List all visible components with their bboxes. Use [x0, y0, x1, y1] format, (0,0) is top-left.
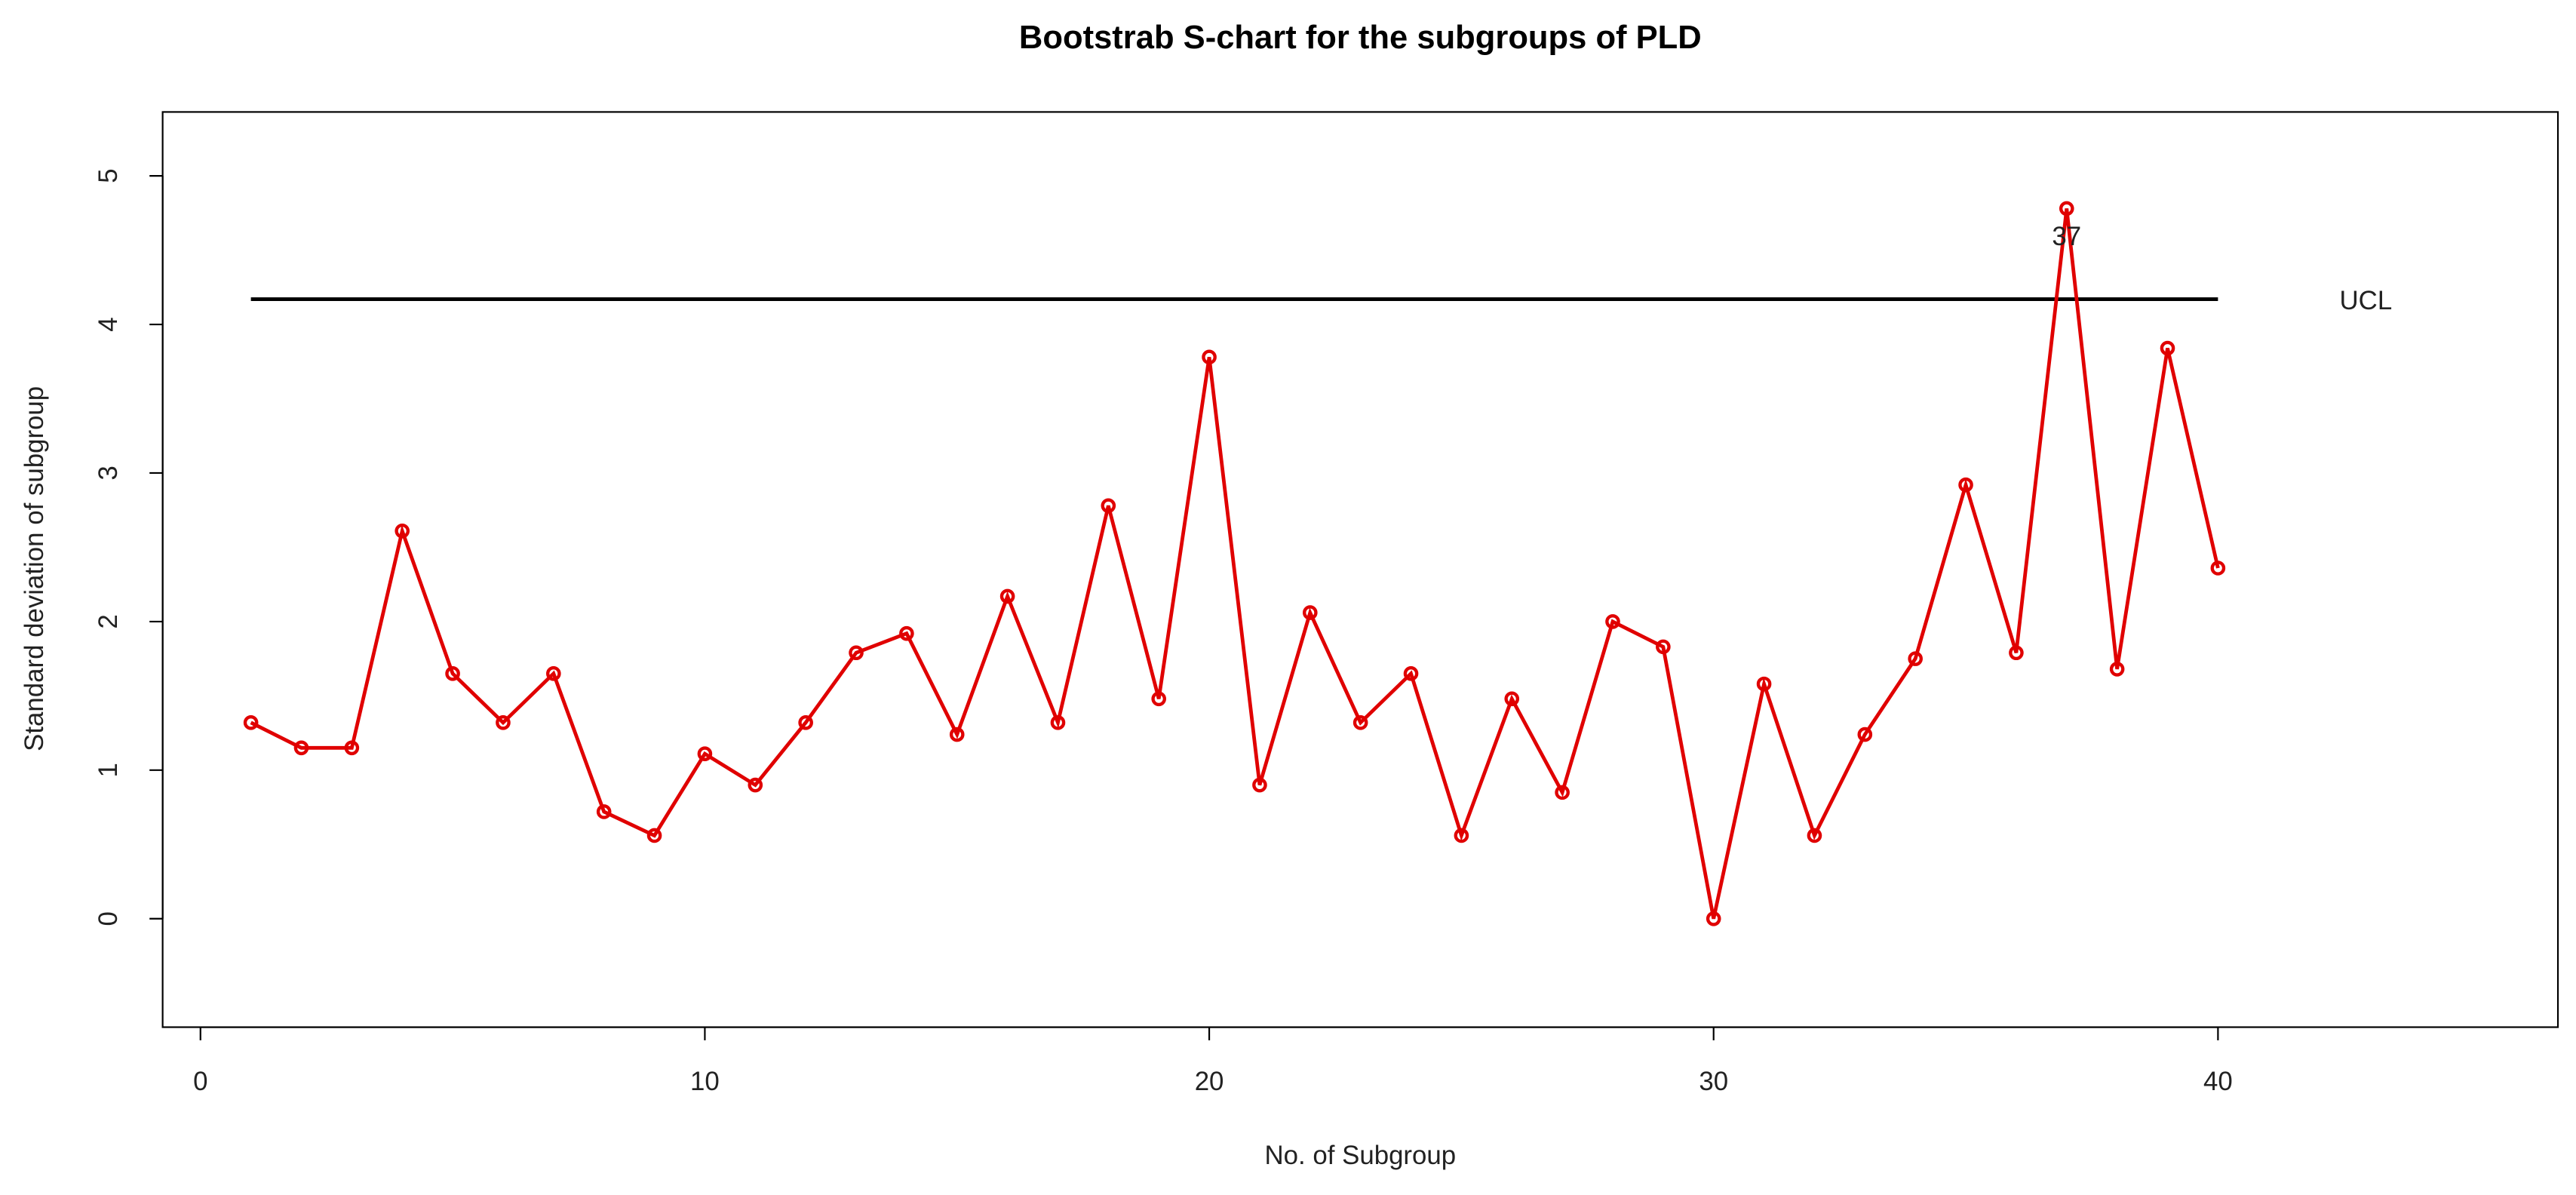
x-tick-label: 40: [2203, 1067, 2233, 1096]
data-point: [596, 804, 612, 819]
data-point: [2160, 340, 2175, 356]
data-point: [1252, 777, 1267, 793]
data-point: [949, 727, 965, 742]
data-line: [250, 208, 2220, 920]
data-point: [1756, 676, 1772, 692]
data-point: [899, 625, 914, 641]
data-point: [2059, 201, 2074, 217]
x-axis-label: No. of Subgroup: [1265, 1141, 1457, 1170]
data-point: [1857, 727, 1873, 742]
data-point: [748, 777, 763, 793]
data-point: [243, 715, 259, 730]
data-point: [1302, 605, 1318, 620]
y-tick-label: 1: [94, 763, 123, 777]
data-point: [697, 746, 713, 761]
y-tick-label: 2: [94, 614, 123, 628]
data-point: [445, 666, 460, 681]
data-point: [1656, 639, 1671, 655]
data-point: [2109, 662, 2125, 677]
data-point: [1151, 691, 1167, 707]
data-point: [798, 715, 813, 730]
data-point: [999, 588, 1015, 604]
data-point: [1605, 614, 1620, 629]
data-point: [344, 740, 360, 756]
y-tick-label: 3: [94, 465, 123, 480]
point-annotation: 37: [2052, 222, 2081, 251]
data-point: [1101, 498, 1116, 514]
x-tick-label: 30: [1699, 1067, 1728, 1096]
data-point: [2009, 645, 2024, 661]
data-point: [1908, 651, 1923, 666]
data-point: [2210, 561, 2226, 576]
x-tick-label: 0: [193, 1067, 207, 1096]
y-tick-label: 0: [94, 911, 123, 926]
data-point: [849, 645, 864, 661]
y-axis-label: Standard deviation of subgroup: [20, 386, 49, 751]
data-point: [1958, 477, 1973, 493]
y-tick-label: 5: [94, 168, 123, 183]
x-tick-label: 20: [1195, 1067, 1224, 1096]
x-tick-label: 10: [690, 1067, 720, 1096]
plot-frame: [161, 111, 2559, 1028]
chart-title: Bootstrab S-chart for the subgroups of P…: [1019, 20, 1702, 56]
data-point: [496, 715, 511, 730]
data-point: [1807, 828, 1822, 843]
data-point: [1504, 691, 1520, 707]
data-point: [1050, 715, 1066, 730]
data-point: [1454, 828, 1469, 843]
data-point: [1706, 911, 1721, 926]
y-tick-label: 4: [94, 317, 123, 331]
data-point: [1352, 715, 1368, 730]
data-point: [395, 523, 410, 539]
data-point: [546, 666, 561, 681]
data-point: [1202, 349, 1217, 365]
data-point: [1403, 666, 1419, 681]
data-point: [1555, 785, 1570, 800]
data-point: [646, 828, 662, 843]
ucl-label: UCL: [2340, 286, 2393, 315]
data-point: [293, 740, 309, 756]
